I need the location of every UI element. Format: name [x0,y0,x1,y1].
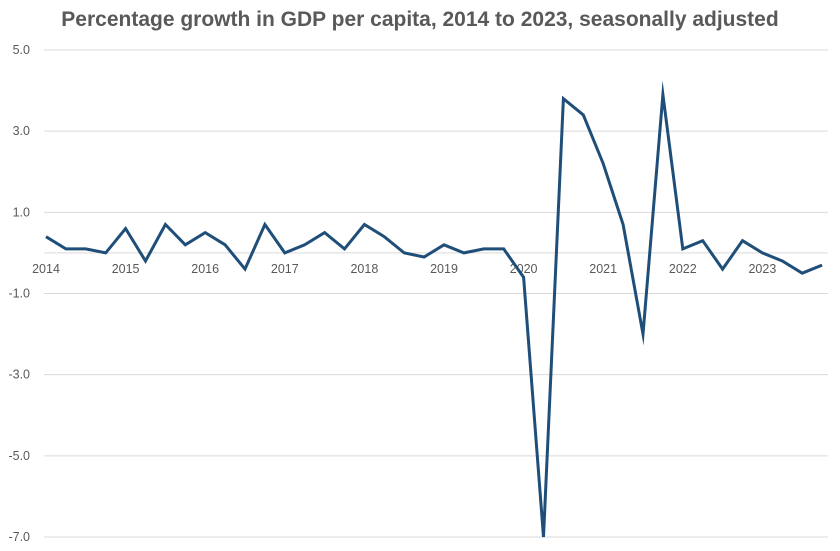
x-tick-label: 2015 [112,262,140,276]
x-tick-label: 2022 [669,262,697,276]
y-tick-label: -7.0 [8,530,30,544]
x-tick-label: 2018 [350,262,378,276]
y-tick-label: 5.0 [13,43,30,57]
y-tick-label: -5.0 [8,449,30,463]
series-line [45,80,823,538]
y-tick-label: -3.0 [8,368,30,382]
x-tick-label: 2021 [589,262,617,276]
y-tick-label: -1.0 [8,287,30,301]
x-tick-label: 2023 [748,262,776,276]
x-tick-label: 2017 [271,262,299,276]
y-tick-label: 1.0 [13,205,30,219]
x-tick-label: 2016 [191,262,219,276]
x-tick-label: 2019 [430,262,458,276]
x-tick-label: 2014 [32,262,60,276]
chart-title: Percentage growth in GDP per capita, 201… [61,8,779,31]
y-tick-label: 3.0 [13,124,30,138]
